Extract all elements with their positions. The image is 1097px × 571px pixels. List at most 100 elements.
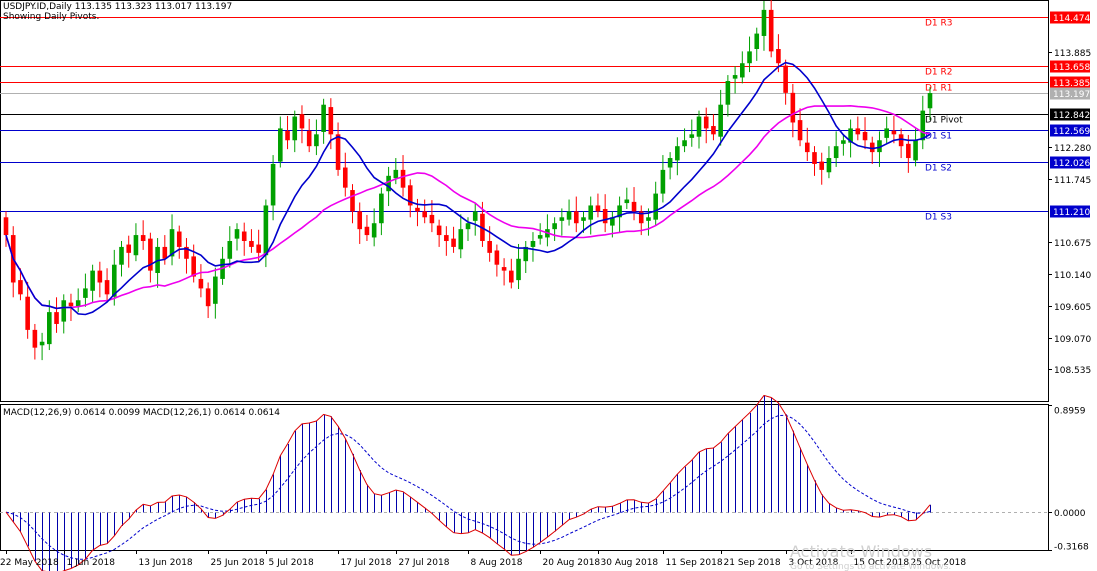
candle	[826, 146, 832, 179]
candle	[732, 66, 738, 94]
date-tick-label: 20 Aug 2018	[543, 558, 601, 568]
candle	[364, 214, 370, 241]
candle	[444, 226, 449, 256]
candle	[263, 199, 269, 268]
date-tick-label: 30 Aug 2018	[601, 558, 659, 568]
candle	[617, 196, 622, 233]
candles	[3, 0, 933, 361]
price-tick-label: 111.745	[1054, 176, 1091, 186]
svg-text:113.385: 113.385	[1053, 79, 1090, 89]
date-tick-label: 15 Oct 2018	[854, 558, 910, 568]
pivot-label: D1 S1	[925, 132, 952, 142]
macd-tick-label: -0.3168	[1054, 543, 1089, 553]
candle	[602, 194, 608, 233]
pivot-label: D1 S3	[925, 213, 952, 223]
pivot-badge: 113.385	[1050, 76, 1090, 89]
candle	[176, 225, 182, 259]
date-tick-label: 1 Jun 2018	[67, 558, 116, 568]
macd-main-line	[5, 394, 931, 571]
svg-text:111.210: 111.210	[1053, 208, 1090, 218]
candle	[32, 323, 38, 360]
candle	[342, 152, 348, 197]
candle	[711, 114, 716, 141]
price-pane: D1 R3 D1 R2 D1 R1 D1 Pivot D1 S1 D1 S2 D1 S3 U…	[0, 0, 1049, 402]
candle	[509, 258, 514, 289]
candle	[501, 258, 507, 286]
moving-average-slow	[5, 104, 931, 310]
candle	[761, 1, 767, 51]
candle	[920, 95, 926, 150]
pivot-label: D1 R1	[925, 84, 953, 94]
date-tick-label: 21 Sep 2018	[724, 558, 781, 568]
candle	[140, 220, 146, 250]
candle	[111, 249, 117, 306]
candle	[458, 214, 464, 259]
date-tick-label: 22 May 2018	[0, 558, 59, 568]
macd-tick-label: 0.0000	[1054, 509, 1086, 519]
pivot-badge: 113.658	[1050, 60, 1090, 73]
date-tick-label: 17 Jul 2018	[341, 558, 392, 568]
candle	[54, 297, 59, 333]
candle	[205, 282, 211, 319]
candle	[595, 193, 601, 218]
date-tick-label: 5 Jul 2018	[269, 558, 314, 568]
candle	[256, 229, 261, 262]
candle	[523, 241, 529, 273]
candle	[740, 51, 745, 84]
pivot-label: D1 Pivot	[925, 116, 963, 126]
candle	[227, 226, 233, 268]
candle	[371, 208, 377, 247]
candle	[797, 108, 803, 147]
pivot-badge: 114.474	[1050, 11, 1090, 24]
candle	[913, 128, 918, 167]
pivot-label: D1 R2	[925, 68, 953, 78]
candle	[249, 229, 254, 253]
candle	[436, 219, 442, 247]
candle	[241, 222, 247, 256]
candle	[451, 226, 456, 253]
candle	[660, 155, 666, 203]
candle	[104, 268, 110, 301]
candle	[588, 196, 594, 235]
price-axis: 108.535 109.070 109.605 110.140 110.675 111.7…	[1048, 49, 1091, 376]
candle	[927, 87, 933, 121]
candle	[3, 211, 9, 247]
pivot-lines: D1 R3 D1 R2 D1 R1 D1 Pivot D1 S1 D1 S2 D1 S3	[0, 17, 1048, 223]
pivot-badge: 112.842	[1050, 108, 1090, 121]
candle	[278, 116, 283, 168]
current-price-badge: 113.197	[1050, 87, 1090, 100]
candle	[703, 107, 709, 144]
date-tick-label: 3 Oct 2018	[789, 558, 839, 568]
candle	[718, 89, 723, 146]
svg-text:114.474: 114.474	[1053, 14, 1090, 24]
svg-text:112.569: 112.569	[1053, 127, 1090, 137]
price-pane-frame	[0, 0, 1049, 402]
macd-axis: 0.8959 0.0000 -0.3168	[1048, 405, 1089, 553]
candle	[75, 288, 81, 313]
date-tick-label: 11 Sep 2018	[666, 558, 723, 568]
candle	[169, 214, 175, 266]
candle	[581, 211, 586, 233]
candle	[667, 152, 673, 180]
moving-average-fast	[5, 61, 931, 316]
candle	[573, 196, 579, 233]
candle	[47, 300, 52, 351]
candle	[213, 267, 218, 319]
svg-text:112.842: 112.842	[1053, 111, 1090, 121]
chart-subtitle: Showing Daily Pivots.	[3, 12, 99, 22]
price-tick-label: 113.885	[1054, 49, 1091, 59]
candle	[884, 116, 889, 144]
candle	[906, 134, 911, 173]
candle	[516, 243, 521, 289]
candle	[566, 199, 572, 226]
candle	[299, 105, 305, 144]
candle	[25, 281, 30, 339]
candle	[776, 34, 781, 73]
candle	[39, 332, 45, 361]
candle	[292, 110, 298, 153]
candle	[812, 146, 817, 176]
candle	[97, 261, 103, 298]
candle	[285, 115, 290, 150]
pivot-badge: 112.569	[1050, 124, 1090, 137]
